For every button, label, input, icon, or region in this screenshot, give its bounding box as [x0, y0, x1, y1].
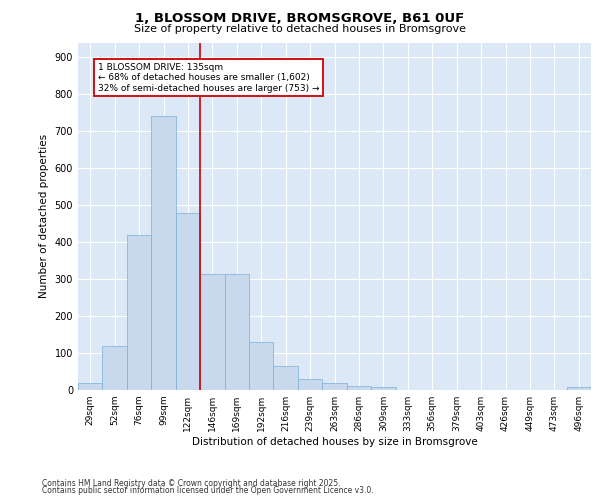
Text: Contains HM Land Registry data © Crown copyright and database right 2025.: Contains HM Land Registry data © Crown c… [42, 478, 341, 488]
Bar [566, 388, 591, 390]
Bar [78, 382, 103, 390]
Text: 1 BLOSSOM DRIVE: 135sqm
← 68% of detached houses are smaller (1,602)
32% of semi: 1 BLOSSOM DRIVE: 135sqm ← 68% of detache… [98, 63, 319, 92]
Y-axis label: Number of detached properties: Number of detached properties [39, 134, 49, 298]
Bar [322, 382, 347, 390]
Bar [298, 379, 322, 390]
Bar [151, 116, 176, 390]
Bar [249, 342, 274, 390]
Bar [127, 234, 151, 390]
Bar [200, 274, 224, 390]
X-axis label: Distribution of detached houses by size in Bromsgrove: Distribution of detached houses by size … [191, 437, 478, 447]
Bar [103, 346, 127, 390]
Bar [224, 274, 249, 390]
Text: Size of property relative to detached houses in Bromsgrove: Size of property relative to detached ho… [134, 24, 466, 34]
Bar [347, 386, 371, 390]
Bar [371, 388, 395, 390]
Text: Contains public sector information licensed under the Open Government Licence v3: Contains public sector information licen… [42, 486, 374, 495]
Bar [176, 212, 200, 390]
Bar [274, 366, 298, 390]
Text: 1, BLOSSOM DRIVE, BROMSGROVE, B61 0UF: 1, BLOSSOM DRIVE, BROMSGROVE, B61 0UF [136, 12, 464, 26]
